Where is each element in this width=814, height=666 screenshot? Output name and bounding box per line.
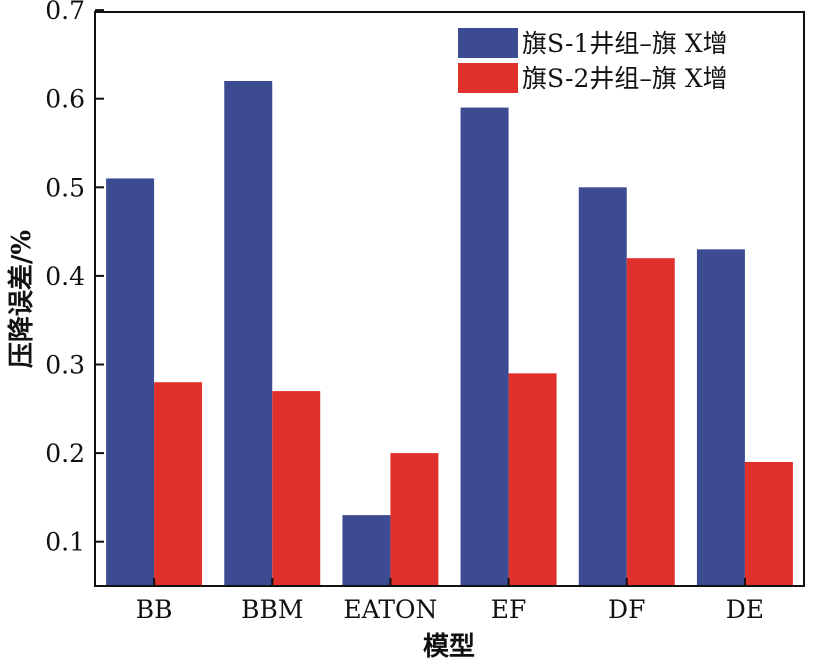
bars-layer [106,80,793,587]
bar-series2-bb [154,382,203,586]
bar-series1-de [696,249,745,586]
x-tick-label: EATON [343,595,437,624]
legend-swatch [458,28,518,58]
x-tick-label: DE [726,595,764,624]
y-tick-label: 0.3 [45,351,85,380]
legend-label: 旗S-2井组–旗 X增 [522,64,728,93]
bar-series1-df [578,187,627,587]
y-tick-label: 0.7 [45,0,85,25]
bar-series1-ef [460,107,509,586]
x-tick-label: BB [136,595,173,624]
bar-series2-df [626,258,675,586]
legend-label: 旗S-1井组–旗 X增 [522,29,728,58]
x-tick-label: DF [608,595,645,624]
x-tick-label: EF [491,595,527,624]
y-axis-title: 压降误差/% [6,230,37,368]
y-tick-label: 0.4 [45,262,85,291]
bar-series2-ef [508,373,557,586]
bar-series1-bb [106,178,155,586]
y-tick-label: 0.1 [45,528,85,557]
legend-swatch [458,63,518,93]
bar-series2-bbm [272,391,321,586]
bar-series2-de [744,461,793,586]
bar-series2-eaton [390,453,439,586]
x-axis-title: 模型 [423,632,475,661]
y-tick-label: 0.6 [45,85,85,114]
x-tick-label: BBM [241,595,303,624]
bar-series1-eaton [342,515,391,586]
bar-series1-bbm [224,80,273,586]
y-tick-label: 0.2 [45,439,85,468]
y-tick-label: 0.5 [45,173,85,202]
plot-frame [94,11,805,587]
y-axis: 0.1 0.2 0.3 0.4 0.5 0.6 0.7 [45,0,104,557]
x-axis: BB BBM EATON EF DF DE [136,578,764,624]
